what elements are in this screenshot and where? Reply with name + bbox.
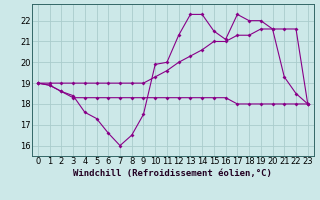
X-axis label: Windchill (Refroidissement éolien,°C): Windchill (Refroidissement éolien,°C) (73, 169, 272, 178)
